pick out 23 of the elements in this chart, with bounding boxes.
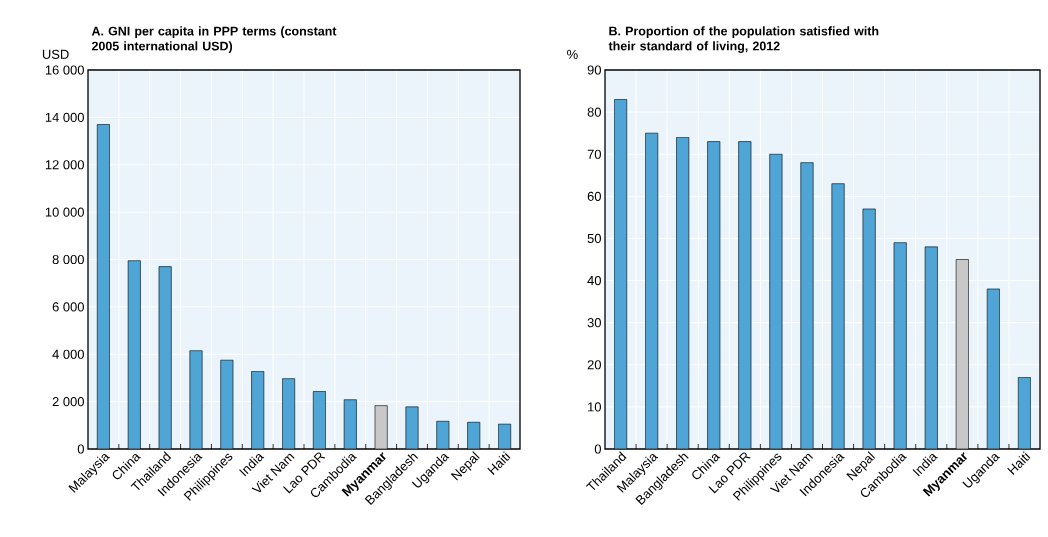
y-tick-label: 80 [587, 107, 601, 117]
y-tick-label: 14 000 [45, 112, 84, 122]
y-tick-label: 10 000 [45, 207, 84, 217]
y-tick-label: 90 [587, 65, 601, 75]
y-axis-title: USD [42, 49, 69, 59]
y-tick-label: 30 [587, 318, 601, 328]
y-tick-label: 40 [587, 275, 601, 286]
y-tick-label: 20 [587, 360, 601, 370]
y-tick-label: 70 [587, 149, 601, 159]
y-tick-label: 0 [77, 444, 84, 454]
chart-title: B. Proportion of the population satisfied with their standard of living, 2012 [608, 26, 879, 53]
x-tick-label: India [239, 454, 265, 477]
y-tick-label: 12 000 [45, 160, 84, 170]
y-tick-label: 2 000 [52, 397, 84, 407]
y-tick-label: 4 000 [52, 349, 84, 359]
y-tick-label: 8 000 [52, 254, 84, 265]
y-tick-label: 60 [587, 191, 601, 201]
y-tick-label: 6 000 [52, 302, 84, 312]
y-tick-label: 50 [587, 233, 601, 244]
y-tick-label: 16 000 [45, 65, 84, 75]
chart-title: A. GNI per capita in PPP terms (constant 2005 international USD) [91, 26, 337, 53]
y-axis-title: % [567, 49, 578, 59]
y-tick-label: 10 [588, 402, 601, 412]
